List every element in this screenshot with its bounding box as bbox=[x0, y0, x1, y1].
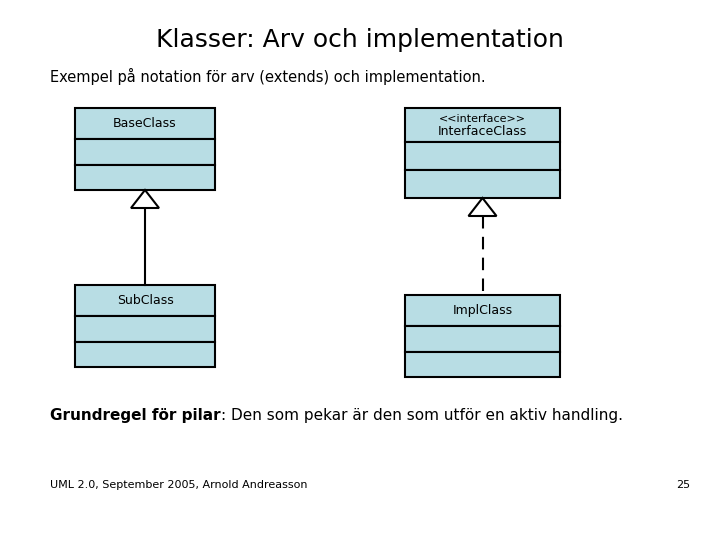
Text: Exempel på notation för arv (extends) och implementation.: Exempel på notation för arv (extends) oc… bbox=[50, 68, 485, 85]
Bar bbox=[75, 108, 215, 139]
Text: InterfaceClass: InterfaceClass bbox=[438, 125, 527, 138]
Text: SubClass: SubClass bbox=[117, 294, 174, 307]
Bar bbox=[405, 295, 560, 326]
Text: 25: 25 bbox=[676, 480, 690, 490]
Bar bbox=[405, 326, 560, 352]
Bar bbox=[405, 108, 560, 142]
Bar bbox=[405, 170, 560, 198]
Bar bbox=[405, 352, 560, 377]
Bar bbox=[75, 342, 215, 367]
Text: <<interface>>: <<interface>> bbox=[439, 114, 526, 124]
Polygon shape bbox=[469, 198, 497, 216]
Polygon shape bbox=[131, 190, 159, 208]
Text: BaseClass: BaseClass bbox=[113, 117, 177, 130]
Text: UML 2.0, September 2005, Arnold Andreasson: UML 2.0, September 2005, Arnold Andreass… bbox=[50, 480, 307, 490]
Bar bbox=[75, 165, 215, 190]
Bar bbox=[75, 139, 215, 165]
Bar bbox=[75, 316, 215, 342]
Bar bbox=[405, 142, 560, 170]
Text: ImplClass: ImplClass bbox=[452, 304, 513, 317]
Text: Klasser: Arv och implementation: Klasser: Arv och implementation bbox=[156, 28, 564, 52]
Text: : Den som pekar är den som utför en aktiv handling.: : Den som pekar är den som utför en akti… bbox=[220, 408, 623, 423]
Text: Grundregel för pilar: Grundregel för pilar bbox=[50, 408, 220, 423]
Bar bbox=[75, 285, 215, 316]
